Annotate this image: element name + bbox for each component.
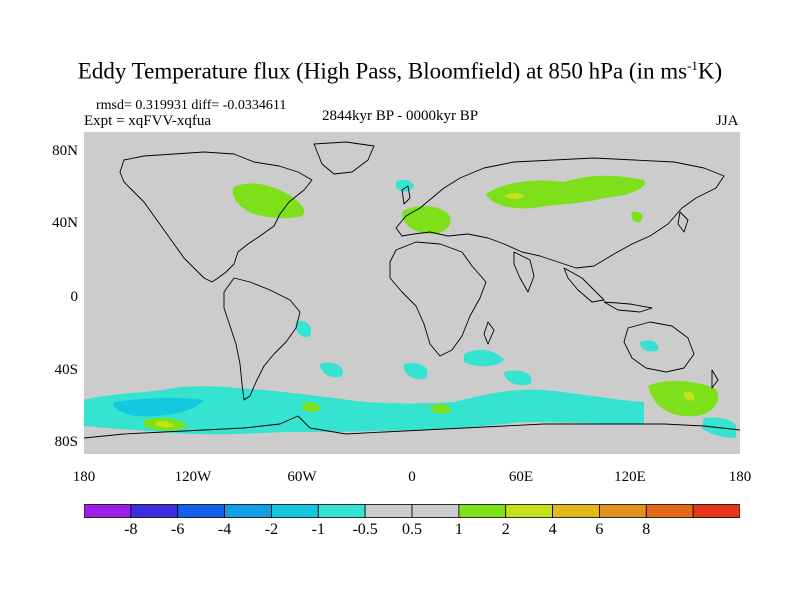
coast-eurasia xyxy=(395,157,725,269)
coast-japan xyxy=(677,211,689,233)
anomaly-patch-pos-se xyxy=(648,380,719,417)
colorbar-swatch xyxy=(317,504,366,518)
period-label: 2844kyr BP - 0000kyr BP xyxy=(322,108,479,124)
lon-label-180w: 180 xyxy=(72,469,96,485)
coast-antarctica xyxy=(84,415,740,439)
lon-label-120e: 120E xyxy=(614,469,646,485)
colorbar-swatch xyxy=(130,504,179,518)
colorbar-swatch xyxy=(177,504,225,518)
lat-label-0: 0 xyxy=(70,289,79,305)
lat-label-80n: 80N xyxy=(52,143,78,159)
coast-greenland xyxy=(313,141,375,175)
coast-madagascar xyxy=(483,321,495,345)
anomaly-patch-n-america xyxy=(232,183,305,219)
colorbar-swatch xyxy=(645,504,694,518)
colorbar-swatch xyxy=(224,504,272,518)
anomaly-patch-s-america xyxy=(295,320,312,338)
title-main: Eddy Temperature flux (High Pass, Bloomf… xyxy=(77,58,688,84)
coast-uk xyxy=(401,185,411,205)
anomaly-patch-europe xyxy=(402,206,451,234)
colorbar-label: -8 xyxy=(124,521,138,538)
title-superscript: -1 xyxy=(687,58,698,73)
world-map xyxy=(84,132,740,454)
lon-label-60e: 60E xyxy=(508,469,534,485)
coast-south-america xyxy=(223,277,301,401)
coast-north-america xyxy=(119,151,313,283)
anomaly-patch-asia-core xyxy=(504,193,524,199)
lon-label-180e: 180 xyxy=(728,469,752,485)
experiment-label: Expt = xqFVV-xqfua xyxy=(84,113,212,129)
coast-india xyxy=(513,251,535,293)
colorbar xyxy=(84,504,740,518)
colorbar-label: -4 xyxy=(217,521,232,538)
anomaly-patch-pos-indian xyxy=(430,404,451,414)
anomaly-patch-s-pacific xyxy=(320,362,343,378)
coast-australia xyxy=(623,321,695,373)
coast-africa xyxy=(389,241,487,357)
colorbar-swatch xyxy=(505,504,553,518)
anomaly-patch-pos-sw-core xyxy=(156,421,174,428)
colorbar-label: -2 xyxy=(264,521,279,538)
anomaly-patch-s-africa xyxy=(464,349,504,367)
coast-new-zealand xyxy=(711,369,719,389)
stats-text: rmsd= 0.319931 diff= -0.0334611 xyxy=(96,98,287,113)
anomaly-patch-southern-ocean-inner xyxy=(113,397,204,417)
anomaly-patch-pos-se-core xyxy=(683,391,695,401)
coast-se-asia xyxy=(563,267,605,303)
colorbar-swatch xyxy=(692,504,740,518)
anomaly-patch-s-indian xyxy=(504,370,532,386)
coastlines xyxy=(84,141,740,439)
coast-indonesia xyxy=(603,301,653,313)
anomaly-patch-asia xyxy=(486,175,645,209)
lon-label-120w: 120W xyxy=(174,469,212,485)
anomaly-patch-asia-east xyxy=(631,211,643,223)
lon-label-0: 0 xyxy=(408,469,416,485)
colorbar-label: 0.5 xyxy=(402,521,422,538)
colorbar-label: 4 xyxy=(548,521,557,538)
season-label: JJA xyxy=(716,113,739,129)
colorbar-label: -1 xyxy=(311,521,325,538)
anomaly-patch-s-atlantic xyxy=(403,362,428,380)
colorbar-swatch xyxy=(552,504,600,518)
title-end: K) xyxy=(697,58,723,84)
colorbar-label: -0.5 xyxy=(352,521,378,538)
lat-label-40n: 40N xyxy=(52,215,78,231)
lat-label-40s: 40S xyxy=(54,362,78,378)
anomaly-fields xyxy=(84,175,736,438)
colorbar-label: 6 xyxy=(595,521,604,538)
colorbar-label: 1 xyxy=(454,521,463,538)
colorbar-label: 2 xyxy=(501,521,510,538)
anomaly-patch-pos-pacific xyxy=(302,402,321,412)
colorbar-swatch xyxy=(458,504,507,518)
colorbar-label: -6 xyxy=(171,521,185,538)
colorbar-swatch xyxy=(271,504,319,518)
colorbar-swatch xyxy=(364,504,413,518)
colorbar-label: 8 xyxy=(642,521,651,538)
anomaly-patch-southern-ocean xyxy=(84,386,644,435)
colorbar-swatch xyxy=(599,504,647,518)
anomaly-patch-australia xyxy=(640,340,659,352)
colorbar-swatch xyxy=(84,504,132,518)
colorbar-swatch xyxy=(411,504,460,518)
lon-label-60w: 60W xyxy=(287,469,317,485)
lat-label-80s: 80S xyxy=(54,434,78,450)
anomaly-patch-scandinavia xyxy=(396,179,414,192)
plot-title: Eddy Temperature flux (High Pass, Bloomf… xyxy=(0,58,800,85)
